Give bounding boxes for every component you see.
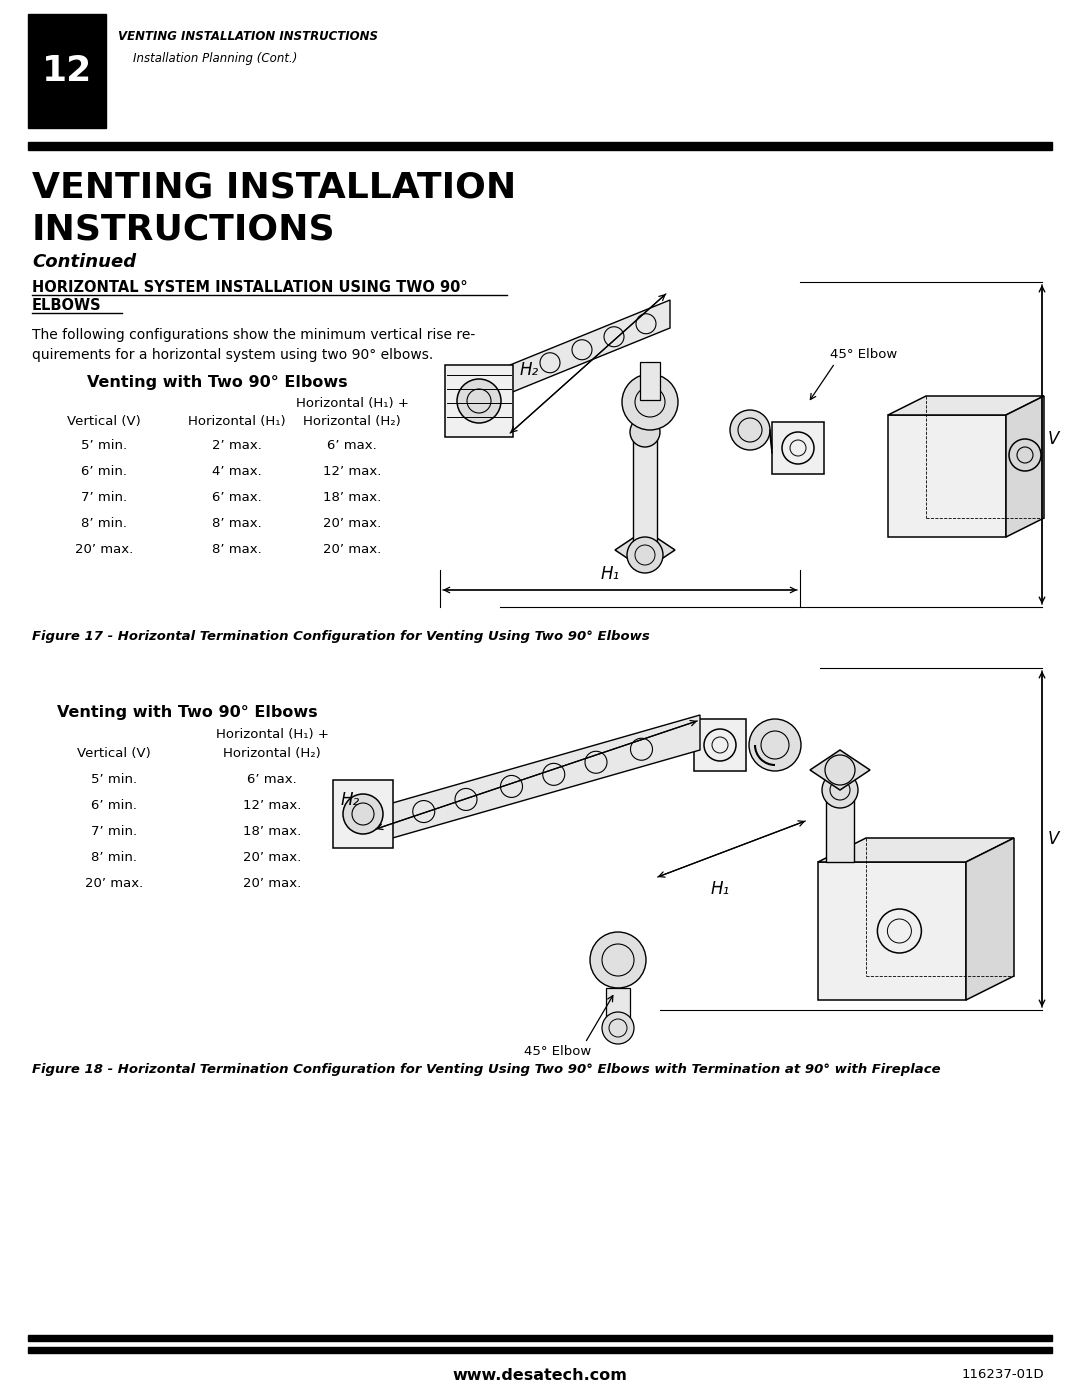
- Text: 8’ max.: 8’ max.: [212, 517, 261, 529]
- Text: 6’ min.: 6’ min.: [81, 465, 127, 478]
- Text: www.desatech.com: www.desatech.com: [453, 1368, 627, 1383]
- Text: 6’ max.: 6’ max.: [247, 773, 297, 787]
- Text: 12’ max.: 12’ max.: [243, 799, 301, 812]
- Text: Figure 18 - Horizontal Termination Configuration for Venting Using Two 90° Elbow: Figure 18 - Horizontal Termination Confi…: [32, 1063, 941, 1076]
- Bar: [28, 142, 1052, 149]
- Text: 20’ max.: 20’ max.: [243, 877, 301, 890]
- Text: 8’ max.: 8’ max.: [212, 543, 261, 556]
- Text: HORIZONTAL SYSTEM INSTALLATION USING TWO 90°: HORIZONTAL SYSTEM INSTALLATION USING TWO…: [32, 279, 468, 295]
- Circle shape: [622, 374, 678, 430]
- Polygon shape: [888, 415, 1005, 536]
- Text: 8’ min.: 8’ min.: [81, 517, 127, 529]
- Circle shape: [343, 793, 383, 834]
- Circle shape: [630, 416, 660, 447]
- Text: H₂: H₂: [341, 791, 360, 809]
- Text: 20’ max.: 20’ max.: [323, 517, 381, 529]
- Text: 18’ max.: 18’ max.: [323, 490, 381, 504]
- Polygon shape: [966, 838, 1014, 1000]
- Polygon shape: [510, 300, 670, 393]
- Text: 5’ min.: 5’ min.: [91, 773, 137, 787]
- Bar: [694, 719, 746, 771]
- Text: 116237-01D: 116237-01D: [961, 1369, 1044, 1382]
- Text: Continued: Continued: [32, 253, 136, 271]
- Text: H₂: H₂: [519, 360, 539, 379]
- Text: Installation Planning (Cont.): Installation Planning (Cont.): [118, 52, 297, 66]
- Text: H₁: H₁: [600, 564, 620, 583]
- Text: 8’ min.: 8’ min.: [91, 851, 137, 863]
- Text: 4’ max.: 4’ max.: [212, 465, 261, 478]
- Text: 2’ max.: 2’ max.: [212, 439, 262, 453]
- Text: V: V: [1048, 830, 1059, 848]
- Circle shape: [750, 719, 801, 771]
- Text: 20’ max.: 20’ max.: [75, 543, 133, 556]
- Circle shape: [602, 1011, 634, 1044]
- Text: 6’ max.: 6’ max.: [212, 490, 261, 504]
- Text: Horizontal (H₁) +: Horizontal (H₁) +: [296, 397, 408, 409]
- Text: 12’ max.: 12’ max.: [323, 465, 381, 478]
- Text: Horizontal (H₁) +: Horizontal (H₁) +: [216, 728, 328, 740]
- Bar: [445, 365, 513, 437]
- Text: Venting with Two 90° Elbows: Venting with Two 90° Elbows: [86, 374, 348, 390]
- Bar: [640, 362, 660, 400]
- Text: 5’ min.: 5’ min.: [81, 439, 127, 453]
- Bar: [606, 988, 630, 1028]
- Text: H₁: H₁: [711, 880, 730, 898]
- Text: VENTING INSTALLATION INSTRUCTIONS: VENTING INSTALLATION INSTRUCTIONS: [118, 29, 378, 43]
- Text: Horizontal (H₂): Horizontal (H₂): [224, 747, 321, 760]
- Text: 20’ max.: 20’ max.: [85, 877, 144, 890]
- Polygon shape: [810, 750, 870, 789]
- Text: ELBOWS: ELBOWS: [32, 298, 102, 313]
- Text: INSTRUCTIONS: INSTRUCTIONS: [32, 212, 336, 247]
- Bar: [28, 1347, 1052, 1354]
- Text: 7’ min.: 7’ min.: [81, 490, 127, 504]
- Polygon shape: [818, 862, 966, 1000]
- Text: 20’ max.: 20’ max.: [323, 543, 381, 556]
- Polygon shape: [615, 529, 675, 570]
- Polygon shape: [375, 715, 700, 842]
- Circle shape: [730, 409, 770, 450]
- Text: 12: 12: [42, 54, 92, 88]
- Bar: [28, 14, 106, 129]
- Text: 45° Elbow: 45° Elbow: [525, 1045, 592, 1058]
- Polygon shape: [1005, 395, 1044, 536]
- Text: 6’ min.: 6’ min.: [91, 799, 137, 812]
- Text: Vertical (V): Vertical (V): [67, 415, 140, 427]
- Circle shape: [627, 536, 663, 573]
- Text: 7’ min.: 7’ min.: [91, 826, 137, 838]
- Text: Figure 17 - Horizontal Termination Configuration for Venting Using Two 90° Elbow: Figure 17 - Horizontal Termination Confi…: [32, 630, 650, 643]
- Bar: [28, 1336, 1052, 1341]
- Polygon shape: [888, 395, 1044, 415]
- Bar: [333, 780, 393, 848]
- Text: VENTING INSTALLATION: VENTING INSTALLATION: [32, 170, 516, 204]
- Text: 45° Elbow: 45° Elbow: [831, 348, 897, 362]
- Text: The following configurations show the minimum vertical rise re-
quirements for a: The following configurations show the mi…: [32, 328, 475, 362]
- Bar: [826, 789, 854, 862]
- Bar: [772, 422, 824, 474]
- Circle shape: [457, 379, 501, 423]
- Text: Horizontal (H₁): Horizontal (H₁): [188, 415, 286, 427]
- Text: 18’ max.: 18’ max.: [243, 826, 301, 838]
- Text: Horizontal (H₂): Horizontal (H₂): [303, 415, 401, 427]
- Circle shape: [822, 773, 858, 807]
- Text: 20’ max.: 20’ max.: [243, 851, 301, 863]
- Text: 6’ max.: 6’ max.: [327, 439, 377, 453]
- Bar: [633, 430, 657, 550]
- Text: V: V: [1048, 430, 1059, 448]
- Polygon shape: [818, 838, 1014, 862]
- Text: Venting with Two 90° Elbows: Venting with Two 90° Elbows: [56, 705, 318, 719]
- Circle shape: [590, 932, 646, 988]
- Text: Vertical (V): Vertical (V): [77, 747, 151, 760]
